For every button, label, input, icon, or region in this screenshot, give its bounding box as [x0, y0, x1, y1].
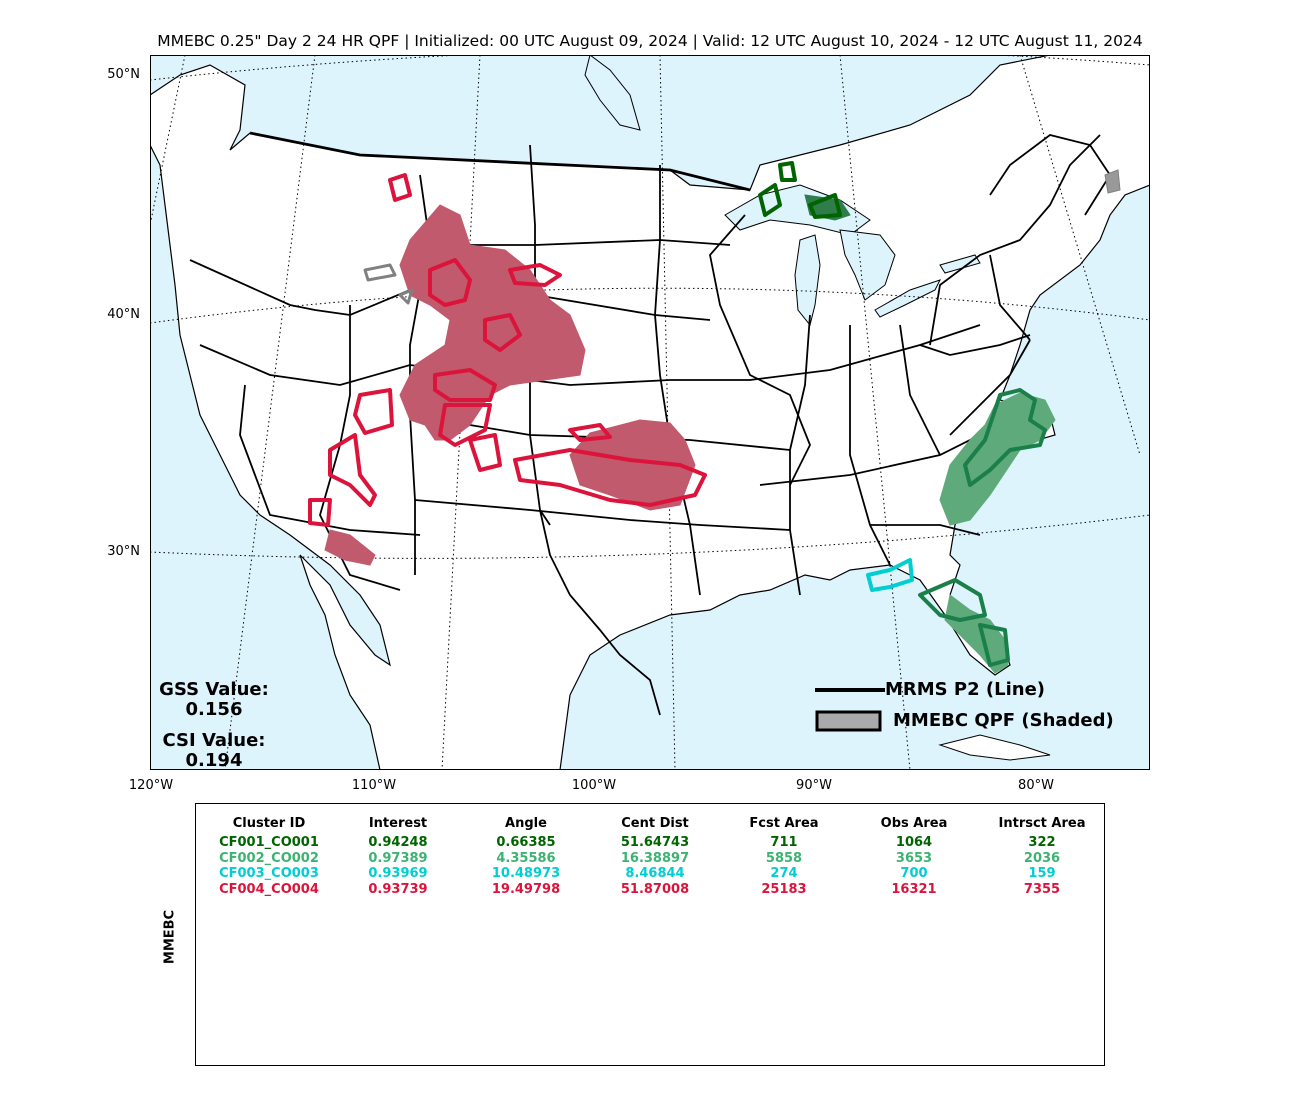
obs-contour-florida-2 [978, 623, 1010, 667]
lat-label-50n: 50°N [107, 67, 140, 82]
lake-michigan [794, 234, 821, 327]
table-cell: 5858 [765, 850, 803, 866]
col-header-angle: Angle [505, 816, 547, 831]
csi-label: CSI Value: [162, 730, 266, 751]
obs-contour-superior-2 [778, 161, 797, 182]
table-cell: 8.46844 [625, 866, 685, 881]
legend-line-label: MRMS P2 (Line) [885, 679, 1046, 700]
observed-contour-layer [308, 161, 1047, 667]
map-frame [150, 55, 1150, 770]
hudson-bay-inlet [584, 55, 641, 131]
table-cell: 322 [1028, 835, 1056, 850]
table-ylabel: MMEBC [162, 909, 178, 965]
table-cell: 711 [770, 835, 798, 850]
table-cell: 19.49798 [491, 881, 561, 897]
obs-contour-plains-6 [438, 403, 492, 447]
obs-contour-carolina [963, 388, 1047, 487]
gss-label: GSS Value: [159, 679, 269, 700]
legend-shaded-label: MMEBC QPF (Shaded) [893, 710, 1114, 731]
lat-label-30n: 30°N [107, 544, 140, 559]
col-header-cent-dist: Cent Dist [621, 816, 689, 831]
table-cell: 10.48973 [491, 866, 561, 881]
lake-ontario [939, 254, 981, 274]
table-cell: 159 [1028, 866, 1056, 881]
table-cell: 0.94248 [368, 835, 428, 850]
legend-shaded-symbol [815, 710, 882, 732]
lon-label-90w: 90°W [796, 778, 832, 793]
table-cell: 700 [900, 866, 928, 881]
forecast-region-maine [1104, 169, 1121, 194]
table-cell: 3653 [895, 850, 933, 866]
table-cell: 51.87008 [620, 881, 690, 897]
obs-contour-arizona-3 [353, 388, 394, 435]
obs-contour-unmatched-2 [398, 288, 414, 305]
table-cell: 7355 [1023, 881, 1061, 897]
lon-label-120w: 120°W [128, 778, 174, 793]
col-header-intrsct-area: Intrsct Area [998, 816, 1086, 831]
obs-contour-plains-7 [468, 433, 502, 472]
gss-score: GSS Value: 0.156 [150, 680, 278, 720]
obs-contour-florida-1 [918, 578, 987, 622]
obs-contour-plains-1 [428, 258, 472, 307]
obs-contour-gulf [866, 558, 914, 592]
table-cell: 51.64743 [620, 835, 690, 850]
lon-label-100w: 100°W [571, 778, 617, 793]
forecast-region-oklahoma [569, 419, 696, 511]
lon-label-80w: 80°W [1018, 778, 1054, 793]
obs-contour-arizona-1 [328, 433, 377, 507]
table-cell: CF004_CO004 [219, 881, 319, 897]
obs-contour-superior-3 [808, 193, 842, 219]
table-cell: 16321 [891, 881, 937, 897]
table-cell: CF002_CO002 [219, 850, 319, 866]
table-cell: 0.93739 [368, 881, 428, 897]
col-header-interest: Interest [368, 816, 428, 831]
table-cell: 16.38897 [620, 850, 690, 866]
obs-contour-plains-2 [388, 173, 412, 202]
obs-contour-plains-5 [433, 368, 497, 402]
obs-contour-unmatched-1 [363, 263, 397, 282]
col-header-obs-area: Obs Area [880, 816, 948, 831]
table-cell: 0.97389 [368, 850, 428, 866]
table-cell: 1064 [895, 835, 933, 850]
plot-title: MMEBC 0.25" Day 2 24 HR QPF | Initialize… [157, 32, 1143, 50]
table-cell: 2036 [1023, 850, 1061, 866]
obs-contour-superior-1 [758, 183, 782, 217]
land-cuba [938, 734, 1051, 761]
forecast-region-carolinas [939, 392, 1056, 526]
csi-score: CSI Value: 0.194 [150, 731, 278, 771]
table-cell: 0.66385 [496, 835, 556, 850]
col-header-fcst-area: Fcst Area [749, 816, 819, 831]
lake-erie [874, 279, 941, 318]
table-cell: CF001_CO001 [219, 835, 319, 850]
col-header-cluster-id: Cluster ID [232, 816, 306, 831]
forecast-region-southwest [324, 529, 376, 566]
table-cell: 274 [770, 866, 798, 881]
lat-label-40n: 40°N [107, 307, 140, 322]
table-cell: 4.35586 [496, 850, 556, 866]
table-cell: CF003_CO003 [219, 866, 319, 881]
table-cell: 25183 [761, 881, 807, 897]
obs-contour-arizona-2 [308, 498, 332, 527]
obs-contour-plains-4 [483, 313, 522, 352]
gss-value: 0.156 [185, 699, 243, 720]
obs-contour-oklahoma-2 [568, 423, 612, 442]
csi-value: 0.194 [185, 750, 243, 771]
lon-label-110w: 110°W [351, 778, 397, 793]
obs-contour-oklahoma-1 [513, 448, 707, 507]
lake-huron [839, 229, 896, 301]
stats-table: Cluster ID Interest Angle Cent Dist Fcst… [195, 803, 1105, 1066]
land-north-america [150, 55, 1150, 770]
obs-contour-plains-3 [508, 263, 562, 287]
table-cell: 0.93969 [368, 866, 428, 881]
map-panel [150, 55, 1150, 770]
